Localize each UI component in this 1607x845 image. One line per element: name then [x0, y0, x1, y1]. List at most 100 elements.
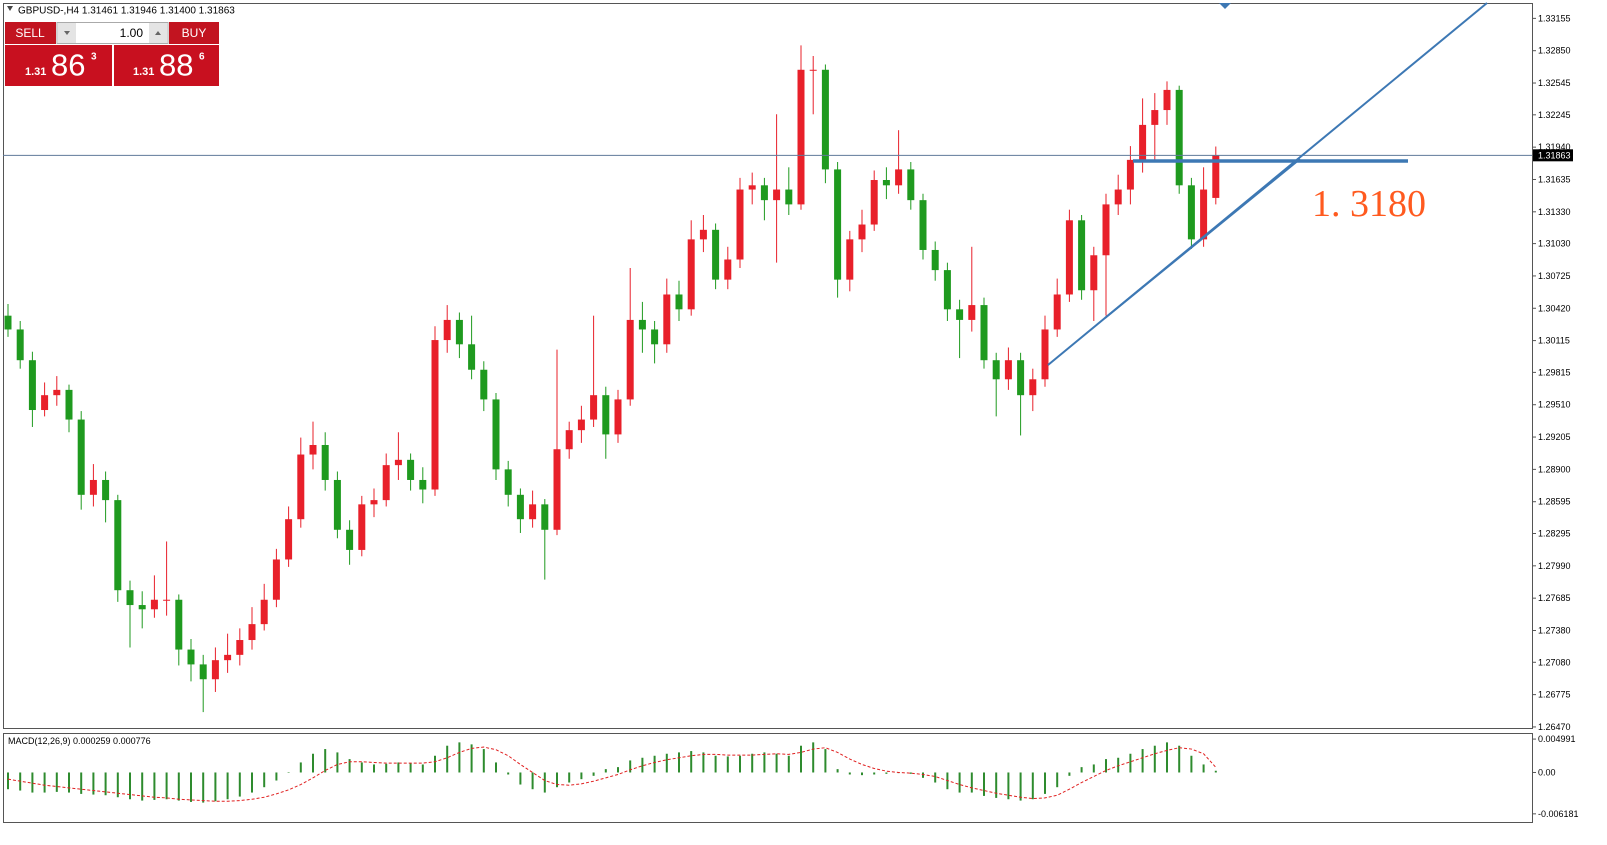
volume-value[interactable]: 1.00 [120, 26, 144, 40]
candle-body [1004, 360, 1012, 380]
macd-bar [873, 772, 876, 775]
sell-price-box[interactable] [5, 45, 112, 86]
price-label-box [1533, 149, 1573, 162]
volume-box[interactable] [56, 22, 169, 44]
candle-body [163, 599, 171, 601]
candle-body [309, 444, 317, 455]
macd-bar [287, 772, 290, 773]
y-tick-label: 1.31635 [1538, 174, 1571, 184]
candle-body [834, 169, 842, 280]
candle-body [346, 529, 354, 550]
candle-body [785, 189, 793, 205]
candle-body [455, 319, 463, 345]
candle-body [248, 624, 256, 641]
candle-body [907, 169, 915, 201]
buy-price-box[interactable] [114, 45, 219, 86]
candle-body [443, 319, 451, 341]
macd-bar [983, 772, 985, 796]
candle-body [541, 504, 549, 530]
macd-bar [1007, 772, 1010, 800]
y-tick-label: 1.28595 [1538, 497, 1571, 507]
candle-body [1065, 220, 1073, 295]
candle-body [224, 654, 232, 661]
buy-label[interactable]: BUY [182, 26, 207, 40]
sell-label[interactable]: SELL [15, 26, 45, 40]
candle-body [943, 270, 951, 310]
macd-bar [324, 749, 327, 773]
candle-body [956, 309, 964, 320]
macd-bar [116, 772, 119, 798]
candle-body [333, 479, 341, 530]
macd-bar [1044, 772, 1046, 794]
macd-bar [80, 772, 83, 794]
y-tick-label: 1.29510 [1538, 400, 1571, 410]
candle-body [553, 449, 561, 530]
macd-bar [299, 762, 302, 773]
candle-body [419, 479, 427, 490]
macd-bar [190, 772, 192, 802]
macd-bar [995, 772, 998, 798]
candle-body [651, 329, 659, 345]
macd-bar [177, 772, 180, 801]
trend-line [1104, 158, 1301, 319]
macd-bar [787, 755, 790, 773]
macd-bar [1031, 772, 1034, 800]
candle-body [895, 169, 903, 186]
macd-bar [763, 752, 766, 773]
macd-bar [702, 752, 705, 773]
candle-body [1200, 189, 1208, 240]
macd-bar [922, 772, 924, 778]
candle-body [602, 395, 610, 435]
candle-body [529, 504, 537, 520]
y-tick-label: 1.31940 [1538, 142, 1571, 152]
macd-bar [397, 762, 400, 773]
macd-bar [141, 772, 144, 801]
macd-bar [1202, 764, 1205, 773]
candle-body [821, 69, 829, 170]
candle-body [1139, 124, 1147, 160]
buy-button[interactable] [169, 22, 219, 44]
buy-small: 6 [199, 52, 205, 63]
macd-bar [568, 772, 571, 783]
candle-body [724, 259, 732, 280]
macd-bar [836, 769, 839, 773]
y-tick-label: 1.30725 [1538, 271, 1571, 281]
macd-bar [543, 772, 546, 793]
macd-bar [348, 759, 351, 773]
macd-bar [775, 753, 778, 773]
candle-body [1078, 220, 1086, 291]
macd-bar [507, 772, 510, 775]
macd-bar [690, 751, 693, 773]
sell-button[interactable] [5, 22, 56, 44]
macd-bar [592, 772, 595, 776]
candle-body [407, 459, 415, 480]
macd-bar [421, 764, 424, 773]
candle-body [297, 454, 305, 520]
candle-body [1017, 360, 1025, 396]
macd-bar [385, 763, 388, 773]
macd-bar [641, 757, 644, 773]
candle-body [1151, 110, 1159, 125]
chart-icon [7, 6, 13, 11]
macd-bar [43, 772, 46, 793]
sell-big: 86 [51, 48, 85, 83]
macd-bar [165, 772, 168, 800]
up-arrow [155, 31, 161, 35]
candle-body [773, 189, 781, 201]
macd-bar [1080, 767, 1083, 773]
macd-bar [580, 772, 583, 780]
candle-body [211, 660, 219, 680]
macd-bar [617, 767, 619, 773]
candle-body [480, 369, 488, 400]
macd-bar [1056, 772, 1059, 788]
macd-bar [519, 772, 522, 785]
candle-body [1090, 255, 1098, 291]
y-tick-label: 1.29205 [1538, 432, 1571, 442]
macd-bar [495, 762, 497, 773]
candle-body [150, 599, 158, 610]
macd-bar [1117, 757, 1120, 773]
macd-bar [800, 745, 802, 773]
macd-bar [263, 772, 266, 788]
macd-frame [3, 733, 1533, 823]
